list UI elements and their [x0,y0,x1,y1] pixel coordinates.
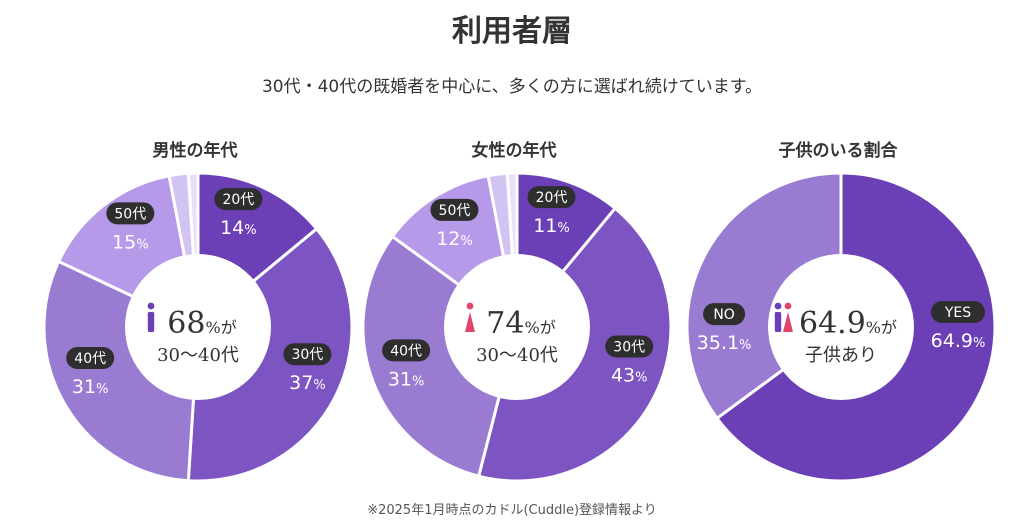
donut-slice-40代 [362,234,519,478]
chart-title-children: 子供のいる割合 [778,141,898,161]
chart-title-male: 男性の年代 [152,141,238,161]
center-highlight-value: 68%が [167,306,236,341]
center-caption: 子供あり [805,345,877,366]
center-caption: 30〜40代 [157,345,239,366]
donut-center [125,254,271,400]
slice-label-badge [283,343,332,366]
slice-label-badge [605,335,654,358]
slice-value-label: 31% [72,376,109,398]
footnote: ※2025年1月時点のカドル(Cuddle)登録情報より [367,503,657,518]
slice-label-group: YES 64.9% [930,301,986,352]
slice-value-label: 11% [533,215,570,237]
female-icon [465,302,475,332]
donut-center [444,254,590,400]
slice-category-label: NO [713,307,735,323]
slice-category-label: 40代 [74,351,106,367]
male-age-donut-chart: 20代 14% 30代 37% 40代 31% 50代 15% 68%が 30〜40代 [43,172,353,482]
slice-label-badge [106,202,155,225]
slice-value-label: 31% [388,368,425,390]
slice-category-label: 30代 [613,339,645,355]
slice-label-badge [382,339,431,362]
page-subtitle: 30代・40代の既婚者を中心に、多くの方に選ばれ続けています。 [261,77,763,97]
slice-label-badge [527,186,576,209]
slice-value-label: 64.9% [931,330,986,352]
female-age-donut-chart: 20代 11% 30代 43% 40代 31% 50代 12% 74%が 30〜40代 [362,172,672,482]
slice-category-label: 50代 [439,203,471,219]
donut-center [768,254,914,400]
donut-slice-NO [686,172,843,421]
couple-icon [774,302,793,332]
slice-value-label: 14% [220,217,257,239]
slice-value-label: 35.1% [697,332,752,354]
slice-label-group: 50代 15% [106,202,155,253]
slice-category-label: 40代 [390,343,422,359]
slice-label-badge [430,198,479,221]
slice-label-badge [930,301,985,324]
slice-category-label: 50代 [114,206,146,222]
slice-category-label: 20代 [222,192,254,208]
slice-category-label: 30代 [291,347,323,363]
page-title: 利用者層 [452,14,572,49]
center-caption: 30〜40代 [476,345,558,366]
slice-label-group: 40代 31% [382,339,431,390]
center-highlight-value: 64.9%が [799,306,897,341]
slice-category-label: 20代 [536,190,568,206]
slice-label-group: 30代 37% [283,343,332,394]
slice-value-label: 43% [611,364,648,386]
slice-value-label: 37% [289,372,326,394]
slice-label-group: 20代 11% [527,186,576,237]
donut-slice-30代 [186,226,353,482]
slice-label-badge [703,303,746,326]
slice-label-badge [66,346,115,369]
center-highlight-value: 74%が [486,306,555,341]
chart-title-female: 女性の年代 [471,141,557,161]
slice-label-group: 40代 31% [66,346,115,398]
slice-label-group: 50代 12% [430,198,479,250]
slice-label-group: NO 35.1% [697,303,752,354]
slice-label-group: 20代 14% [214,188,263,239]
male-icon [147,302,155,332]
slice-label-group: 30代 43% [605,335,654,386]
slice-value-label: 15% [112,231,149,253]
slice-value-label: 12% [436,228,473,250]
slice-category-label: YES [944,305,971,321]
slice-label-badge [214,188,263,211]
